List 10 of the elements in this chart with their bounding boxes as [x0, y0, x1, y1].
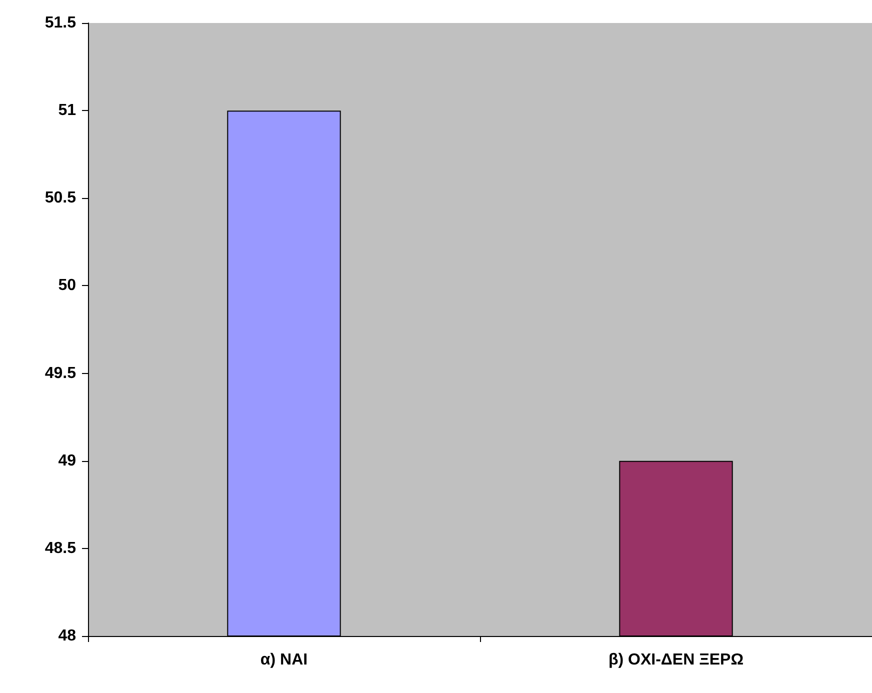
x-tick-label: β) ΟΧΙ-ΔΕΝ ΞΕΡΩ: [608, 652, 744, 668]
y-tick-label: 51.5: [44, 14, 76, 32]
y-tick-label: 51: [58, 102, 76, 120]
y-tick-label: 50: [58, 277, 76, 294]
y-tick-label: 50.5: [44, 190, 76, 207]
y-tick-label: 48: [58, 628, 76, 644]
y-tick-label: 49: [58, 452, 76, 470]
y-tick-label: 48.5: [44, 540, 76, 557]
x-tick-label: α) ΝΑΙ: [260, 652, 308, 668]
y-tick-label: 49.5: [44, 364, 76, 382]
